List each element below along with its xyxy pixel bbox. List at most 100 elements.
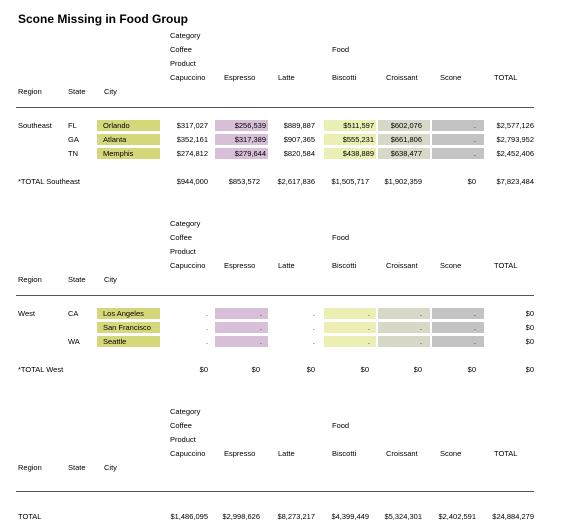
col-header-biscotti: Biscotti [332, 73, 357, 82]
subtotal-cell: $0 [306, 365, 315, 374]
subtotal-cell: $1,902,359 [384, 177, 422, 186]
col-header-capuccino: Capuccino [170, 261, 206, 270]
subtotal-cell: $7,823,484 [496, 177, 534, 186]
subtotal-cell: $0 [413, 365, 422, 374]
value-cell: $661,806 [378, 134, 430, 145]
total-cell: $0 [525, 337, 534, 346]
state-cell: TN [68, 149, 78, 158]
col-header-croissant: Croissant [386, 73, 418, 82]
divider [16, 107, 534, 108]
category-label: Category [170, 31, 201, 40]
region-label: Southeast [18, 121, 52, 130]
col-header-espresso: Espresso [224, 261, 256, 270]
total-cell: $2,793,952 [496, 135, 534, 144]
divider [16, 295, 534, 296]
subtotal-cell: $1,505,717 [331, 177, 369, 186]
grand-total-cell: $8,273,217 [277, 512, 315, 521]
value-cell: . [205, 309, 208, 318]
col-header-espresso: Espresso [224, 73, 256, 82]
subtotal-cell: $0 [467, 177, 476, 186]
total-cell: $0 [525, 323, 534, 332]
value-cell: $907,365 [283, 135, 315, 144]
category-label: Category [170, 219, 201, 228]
value-cell: . [215, 308, 268, 319]
col-header-latte: Latte [278, 261, 295, 270]
total-cell: $0 [525, 309, 534, 318]
value-cell: $438,889 [324, 148, 376, 159]
city-cell: San Francisco [97, 322, 160, 333]
value-cell: . [312, 323, 315, 332]
row-header-city: City [104, 87, 117, 96]
value-cell: . [432, 134, 484, 145]
subtotal-label: *TOTAL West [18, 365, 64, 374]
grand-total-label: TOTAL [18, 512, 42, 521]
row-header-region: Region [18, 463, 42, 472]
value-cell: $638,477 [378, 148, 430, 159]
product-label: Product [170, 435, 196, 444]
city-cell: Memphis [97, 148, 160, 159]
value-cell: . [432, 322, 484, 333]
col-header-espresso: Espresso [224, 449, 256, 458]
food-group-label: Food [332, 233, 350, 242]
subtotal-cell: $853,572 [228, 177, 260, 186]
row-header-region: Region [18, 275, 42, 284]
col-header-capuccino: Capuccino [170, 449, 206, 458]
value-cell: . [378, 322, 430, 333]
region-label: West [18, 309, 35, 318]
grand-total-cell: $24,884,279 [492, 512, 534, 521]
total-cell: $2,452,406 [496, 149, 534, 158]
category-label: Category [170, 407, 201, 416]
state-cell: GA [68, 135, 79, 144]
value-cell: $555,231 [324, 134, 376, 145]
value-cell: $820,584 [283, 149, 315, 158]
value-cell: . [324, 336, 376, 347]
value-cell: $889,887 [283, 121, 315, 130]
grand-total-cell: $1,486,095 [170, 512, 208, 521]
food-group-label: Food [332, 421, 350, 430]
row-header-city: City [104, 463, 117, 472]
coffee-group-label: Coffee [170, 421, 192, 430]
value-cell: . [312, 337, 315, 346]
col-header-croissant: Croissant [386, 261, 418, 270]
product-label: Product [170, 59, 196, 68]
row-header-state: State [68, 87, 86, 96]
total-cell: $2,577,126 [496, 121, 534, 130]
state-cell: CA [68, 309, 79, 318]
col-header-total: TOTAL [494, 261, 518, 270]
col-header-biscotti: Biscotti [332, 449, 357, 458]
value-cell: . [215, 336, 268, 347]
divider [16, 491, 534, 492]
value-cell: $317,389 [215, 134, 268, 145]
subtotal-cell: $2,617,836 [277, 177, 315, 186]
value-cell: $256,539 [215, 120, 268, 131]
grand-total-cell: $4,399,449 [331, 512, 369, 521]
value-cell: . [205, 337, 208, 346]
value-cell: . [378, 336, 430, 347]
row-header-region: Region [18, 87, 42, 96]
value-cell: $602,076 [378, 120, 430, 131]
product-label: Product [170, 247, 196, 256]
value-cell: $274,812 [176, 149, 208, 158]
row-header-city: City [104, 275, 117, 284]
value-cell: . [432, 120, 484, 131]
value-cell: . [432, 308, 484, 319]
value-cell: . [378, 308, 430, 319]
grand-total-cell: $2,998,626 [222, 512, 260, 521]
value-cell: . [215, 322, 268, 333]
value-cell: . [205, 323, 208, 332]
value-cell: . [312, 309, 315, 318]
subtotal-cell: $944,000 [176, 177, 208, 186]
row-header-state: State [68, 275, 86, 284]
city-cell: Seattle [97, 336, 160, 347]
subtotal-cell: $0 [199, 365, 208, 374]
value-cell: . [432, 148, 484, 159]
subtotal-cell: $0 [525, 365, 534, 374]
col-header-latte: Latte [278, 449, 295, 458]
value-cell: $317,027 [176, 121, 208, 130]
col-header-scone: Scone [440, 73, 462, 82]
value-cell: . [432, 336, 484, 347]
coffee-group-label: Coffee [170, 233, 192, 242]
value-cell: . [324, 322, 376, 333]
subtotal-cell: $0 [360, 365, 369, 374]
row-header-state: State [68, 463, 86, 472]
